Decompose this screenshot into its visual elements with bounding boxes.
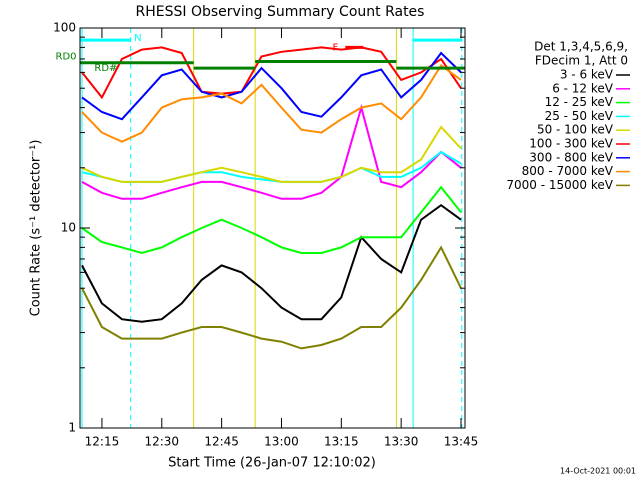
legend-label: 50 - 100 keV [537, 123, 614, 137]
series-line [81, 185, 462, 255]
x-tick-label: 12:30 [144, 435, 179, 449]
legend-header: FDecim 1, Att 0 [535, 54, 628, 68]
annotation: RD# [94, 63, 117, 74]
x-tick-label: 13:30 [384, 435, 419, 449]
footer: 14-Oct-2021 00:01 [560, 467, 636, 476]
series-line [81, 125, 462, 183]
x-axis-label: Start Time (26-Jan-07 12:10:02) [168, 456, 376, 471]
y-tick-label: 1 [68, 421, 76, 435]
series-line [81, 203, 462, 323]
x-tick-label: 13:00 [264, 435, 299, 449]
legend-label: 7000 - 15000 keV [506, 178, 613, 192]
legend-label: 25 - 50 keV [545, 109, 614, 123]
legend-label: 12 - 25 keV [545, 95, 614, 109]
y-tick-label: 100 [53, 21, 76, 35]
annotation: RD0 [56, 52, 77, 63]
legend-label: 300 - 800 keV [529, 150, 613, 164]
legend-label: 3 - 6 keV [560, 68, 614, 82]
chart-title: RHESSI Observing Summary Count Rates [136, 4, 425, 20]
y-axis-label: Count Rate (s⁻¹ detector⁻¹) [29, 140, 44, 317]
x-tick-label: 13:15 [324, 435, 359, 449]
y-tick-label: 10 [61, 221, 76, 235]
x-tick-label: 12:45 [204, 435, 239, 449]
annotation: N [134, 33, 141, 44]
legend-label: 100 - 300 keV [529, 137, 613, 151]
legend-label: 800 - 7000 keV [522, 164, 614, 178]
annotation: F [332, 42, 338, 53]
legend-header: Det 1,3,4,5,6,9, [534, 40, 628, 54]
series-line [81, 46, 462, 100]
series-line [81, 245, 462, 350]
x-tick-label: 12:15 [85, 435, 120, 449]
series-line [81, 103, 462, 200]
series-line [81, 51, 462, 121]
x-tick-label: 13:45 [444, 435, 479, 449]
series-line [81, 63, 462, 143]
legend-label: 6 - 12 keV [552, 81, 614, 95]
